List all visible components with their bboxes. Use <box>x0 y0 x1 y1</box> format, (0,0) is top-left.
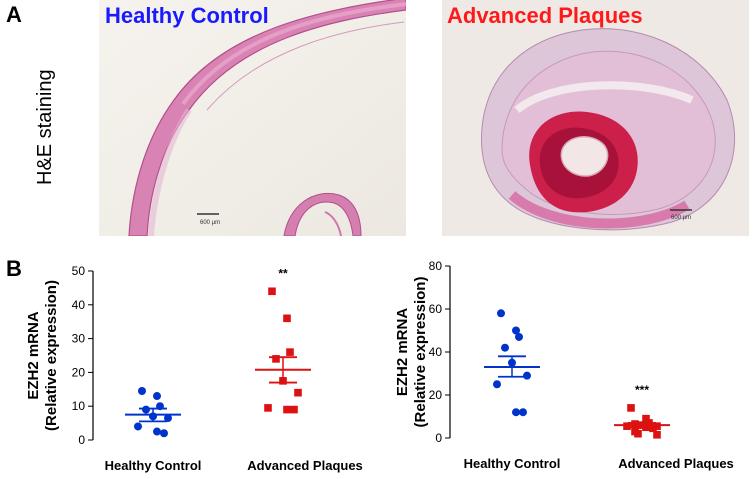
data-point-plaque <box>294 388 302 397</box>
data-point-healthy <box>512 326 520 335</box>
y-tick-label: 10 <box>72 399 86 413</box>
scatter-chart-left: 0 10 20 30 40 50 EZH2 mRNA (Relative expression… <box>25 264 363 473</box>
data-point-healthy <box>512 408 520 417</box>
data-point-healthy <box>501 343 509 352</box>
x-category-label: Healthy Control <box>464 456 561 471</box>
data-point-healthy <box>134 422 142 431</box>
data-point-plaque <box>283 314 291 323</box>
y-axis-label-line2: (Relative expression) <box>412 277 429 428</box>
micrograph-advanced-plaques: 600 µm <box>442 0 749 236</box>
healthy-tissue-image: 600 µm <box>99 0 406 236</box>
he-staining-label: H&E staining <box>34 69 56 185</box>
data-point-healthy <box>519 408 527 417</box>
data-point-healthy <box>523 371 531 380</box>
data-point-healthy <box>153 392 161 401</box>
data-point-plaque <box>631 420 639 428</box>
data-point-plaque <box>642 414 650 423</box>
significance-label: *** <box>635 383 649 397</box>
micrograph-healthy-control: 600 µm <box>99 0 406 236</box>
y-axis-label-line1: EZH2 mRNA <box>394 308 411 397</box>
y-tick-label: 40 <box>72 298 86 312</box>
data-point-plaque <box>649 424 657 433</box>
data-point-plaque <box>653 430 661 439</box>
y-tick-label: 50 <box>72 264 86 278</box>
panel-b-letter: B <box>6 256 22 281</box>
data-point-healthy <box>515 332 523 341</box>
scale-bar-label-healthy: 600 µm <box>200 220 220 226</box>
x-category-label: Advanced Plaques <box>618 456 734 471</box>
scale-bar-label-plaque: 600 µm <box>671 215 691 221</box>
data-point-plaque <box>272 355 280 363</box>
data-point-healthy <box>138 386 146 395</box>
data-point-plaque <box>286 348 294 356</box>
micrograph-title-plaques: Advanced Plaques <box>447 3 643 28</box>
data-point-plaque <box>264 404 272 412</box>
x-category-label: Healthy Control <box>105 458 202 473</box>
data-point-plaque <box>290 405 298 414</box>
y-tick-label: 80 <box>429 259 443 273</box>
scatter-chart-right: 0 20 40 60 80 EZH2 mRNA (Relative expression) H… <box>394 259 734 471</box>
panel-a-letter: A <box>6 2 22 27</box>
data-point-plaque <box>627 404 635 412</box>
data-point-plaque <box>653 422 661 430</box>
significance-label: ** <box>278 266 288 280</box>
y-tick-label: 20 <box>72 365 86 379</box>
data-point-plaque <box>623 422 631 430</box>
data-point-plaque <box>634 429 642 438</box>
data-point-healthy <box>164 414 172 423</box>
y-tick-label: 0 <box>78 433 85 447</box>
y-tick-label: 40 <box>429 345 443 359</box>
data-point-plaque <box>268 287 276 296</box>
micrograph-title-healthy: Healthy Control <box>105 3 269 28</box>
data-point-healthy <box>497 309 505 318</box>
y-tick-label: 60 <box>429 302 443 316</box>
y-tick-label: 30 <box>72 332 86 346</box>
y-tick-label: 20 <box>429 388 443 402</box>
y-tick-label: 0 <box>435 431 442 445</box>
y-axis-label-line1: EZH2 mRNA <box>25 311 42 400</box>
data-point-healthy <box>153 427 161 436</box>
plaque-tissue-image: 600 µm <box>442 0 749 236</box>
data-point-healthy <box>493 380 501 389</box>
y-axis-label-line2: (Relative expression) <box>43 280 60 431</box>
data-point-healthy <box>142 405 150 414</box>
data-point-healthy <box>160 429 168 438</box>
x-category-label: Advanced Plaques <box>247 458 363 473</box>
data-point-plaque <box>283 405 291 414</box>
